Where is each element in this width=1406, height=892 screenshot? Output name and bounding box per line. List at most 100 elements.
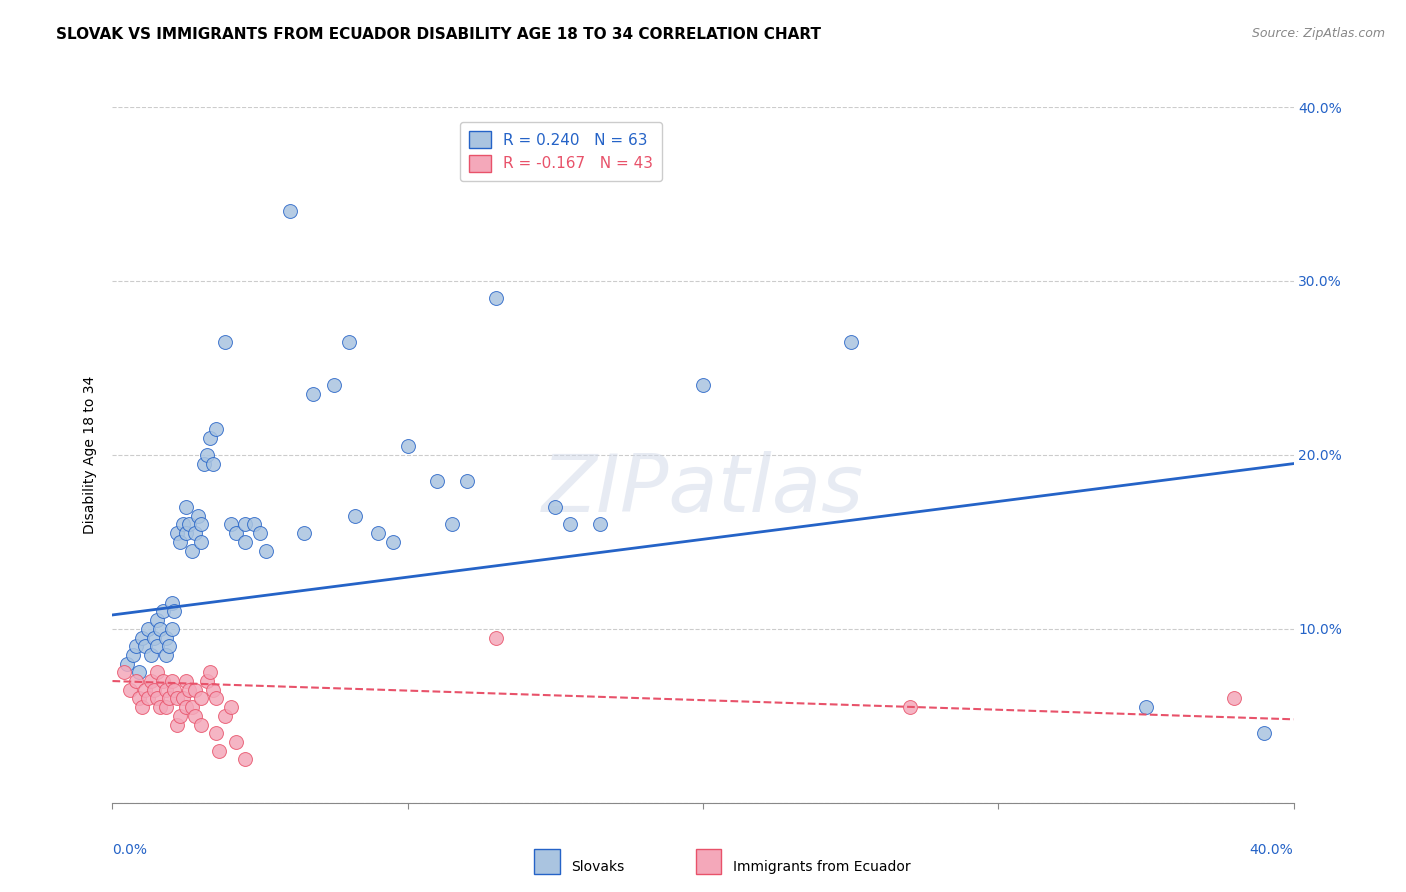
- Point: [149, 700, 172, 714]
- Point: [139, 648, 162, 662]
- Legend: R = 0.240   N = 63, R = -0.167   N = 43: R = 0.240 N = 63, R = -0.167 N = 43: [460, 121, 662, 181]
- Point: [337, 334, 360, 349]
- Point: [190, 517, 212, 532]
- Point: [198, 665, 221, 680]
- Point: [157, 639, 180, 653]
- Point: [174, 674, 197, 689]
- Point: [367, 526, 389, 541]
- Point: [249, 526, 271, 541]
- Point: [160, 674, 183, 689]
- Point: [166, 717, 188, 731]
- Point: [343, 508, 366, 523]
- Point: [179, 517, 201, 532]
- Point: [382, 534, 405, 549]
- Point: [122, 648, 145, 662]
- Point: [233, 752, 256, 766]
- Point: [190, 717, 212, 731]
- Point: [193, 457, 215, 471]
- Point: [142, 631, 165, 645]
- Point: [169, 708, 191, 723]
- Y-axis label: Disability Age 18 to 34: Disability Age 18 to 34: [83, 376, 97, 534]
- Point: [120, 682, 142, 697]
- Point: [588, 517, 610, 532]
- Point: [174, 500, 197, 514]
- Point: [205, 726, 228, 740]
- Point: [174, 700, 197, 714]
- Text: 40.0%: 40.0%: [1250, 843, 1294, 857]
- Point: [278, 204, 301, 219]
- Point: [160, 622, 183, 636]
- Point: [1223, 691, 1246, 706]
- Text: Immigrants from Ecuador: Immigrants from Ecuador: [733, 860, 910, 874]
- Point: [205, 691, 228, 706]
- Point: [243, 517, 266, 532]
- Point: [174, 526, 197, 541]
- Point: [146, 691, 169, 706]
- Point: [134, 639, 156, 653]
- Text: Slovaks: Slovaks: [571, 860, 624, 874]
- Point: [485, 291, 508, 305]
- Point: [1253, 726, 1275, 740]
- Point: [128, 665, 150, 680]
- Point: [169, 534, 191, 549]
- Point: [839, 334, 862, 349]
- Point: [163, 682, 186, 697]
- Point: [233, 517, 256, 532]
- Point: [157, 691, 180, 706]
- Point: [152, 605, 174, 619]
- Point: [558, 517, 582, 532]
- Point: [302, 387, 325, 401]
- Point: [195, 674, 218, 689]
- Point: [184, 682, 207, 697]
- Point: [692, 378, 714, 392]
- Point: [125, 674, 148, 689]
- Point: [179, 682, 201, 697]
- Point: [155, 631, 177, 645]
- Point: [225, 526, 247, 541]
- Point: [172, 517, 194, 532]
- Point: [205, 422, 228, 436]
- Point: [214, 708, 236, 723]
- Point: [134, 682, 156, 697]
- Point: [146, 639, 169, 653]
- Point: [323, 378, 346, 392]
- Point: [117, 657, 138, 671]
- Point: [131, 631, 153, 645]
- Point: [142, 682, 165, 697]
- Point: [155, 700, 177, 714]
- Point: [166, 526, 188, 541]
- Point: [254, 543, 277, 558]
- Point: [198, 431, 221, 445]
- Point: [166, 691, 188, 706]
- Point: [485, 631, 508, 645]
- Point: [155, 682, 177, 697]
- Point: [146, 665, 169, 680]
- Point: [208, 744, 231, 758]
- Point: [160, 596, 183, 610]
- Point: [131, 700, 153, 714]
- Point: [181, 700, 204, 714]
- Point: [139, 674, 162, 689]
- Point: [136, 622, 159, 636]
- Point: [155, 648, 177, 662]
- Point: [190, 534, 212, 549]
- Point: [184, 526, 207, 541]
- Point: [149, 622, 172, 636]
- Point: [219, 700, 242, 714]
- Point: [225, 735, 247, 749]
- Point: [112, 665, 135, 680]
- Point: [201, 682, 224, 697]
- Point: [396, 439, 419, 453]
- Point: [184, 708, 207, 723]
- Point: [128, 691, 150, 706]
- Point: [456, 474, 478, 488]
- Point: [219, 517, 242, 532]
- Point: [146, 613, 169, 627]
- Text: ZIPatlas: ZIPatlas: [541, 450, 865, 529]
- Point: [441, 517, 464, 532]
- Point: [1135, 700, 1157, 714]
- Text: Source: ZipAtlas.com: Source: ZipAtlas.com: [1251, 27, 1385, 40]
- Point: [187, 508, 209, 523]
- Point: [136, 691, 159, 706]
- Point: [544, 500, 567, 514]
